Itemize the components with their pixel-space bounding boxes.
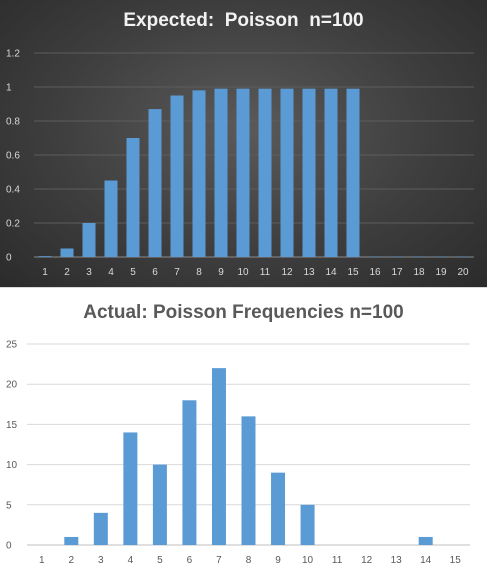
x-tick-label: 3: [98, 555, 104, 566]
bar: [390, 256, 404, 257]
x-tick-label: 8: [246, 555, 252, 566]
x-tick-label: 8: [196, 267, 202, 278]
bar: [324, 88, 338, 257]
x-tick-label: 15: [450, 555, 462, 566]
bar: [434, 256, 448, 257]
x-tick-label: 17: [391, 267, 403, 278]
actual-chart-title: Actual: Poisson Frequencies n=100: [83, 302, 404, 323]
bar: [170, 95, 184, 257]
bar: [271, 472, 286, 545]
bar: [60, 248, 74, 257]
x-tick-label: 16: [369, 267, 381, 278]
x-tick-label: 18: [413, 267, 425, 278]
x-tick-label: 4: [128, 555, 134, 566]
x-tick-label: 6: [187, 555, 193, 566]
bar: [412, 256, 426, 257]
y-tick-label: 25: [6, 340, 18, 351]
y-tick-label: 1.2: [6, 49, 20, 60]
bar: [456, 256, 470, 257]
x-tick-label: 11: [260, 267, 271, 278]
bar: [192, 90, 206, 258]
x-tick-label: 6: [152, 267, 158, 278]
expected-chart-panel: Expected: Poisson n=100 0 0.2 0.4 0.6 0.8 1 1.…: [0, 0, 487, 287]
y-tick-label: 5: [6, 500, 12, 511]
bar: [300, 504, 315, 545]
x-tick-label: 9: [275, 555, 281, 566]
bar: [211, 368, 226, 545]
x-tick-label: 7: [216, 555, 222, 566]
y-tick-label: 20: [6, 380, 18, 391]
x-tick-label: 5: [130, 267, 136, 278]
expected-chart-plot: 00.20.40.60.811.21 2 3 4 5 6 7 8 9 10 11 12 13 14 15 16…: [6, 49, 474, 278]
x-tick-label: 10: [237, 267, 249, 278]
x-tick-label: 14: [420, 555, 432, 566]
bar: [302, 88, 316, 257]
bar: [148, 109, 162, 257]
x-tick-label: 20: [457, 267, 469, 278]
y-tick-label: 10: [6, 460, 18, 471]
bar: [82, 223, 96, 257]
bar: [182, 400, 197, 545]
x-tick-label: 10: [302, 555, 314, 566]
bar: [152, 464, 167, 545]
bar: [214, 88, 228, 257]
y-tick-label: 0.2: [6, 219, 20, 230]
bar: [368, 256, 382, 257]
y-tick-label: 0: [6, 253, 12, 264]
bar: [280, 88, 294, 257]
x-tick-label: 2: [64, 267, 70, 278]
bar: [126, 138, 140, 257]
y-tick-label: 0.4: [6, 185, 20, 196]
y-tick-label: 1: [6, 83, 12, 94]
bar: [236, 88, 250, 257]
y-tick-label: 0: [6, 541, 12, 552]
x-tick-label: 2: [69, 555, 75, 566]
x-tick-label: 19: [435, 267, 447, 278]
x-tick-label: 12: [361, 555, 373, 566]
expected-chart-title: Expected: Poisson n=100: [123, 10, 364, 31]
x-tick-label: 4: [108, 267, 114, 278]
x-tick-label: 14: [325, 267, 337, 278]
x-tick-label: 11: [332, 555, 343, 566]
x-tick-label: 13: [391, 555, 403, 566]
bar: [258, 88, 272, 257]
x-tick-label: 1: [39, 555, 45, 566]
y-tick-label: 0.8: [6, 117, 20, 128]
y-tick-label: 15: [6, 420, 18, 431]
x-tick-label: 3: [86, 267, 92, 278]
x-tick-label: 13: [303, 267, 315, 278]
x-tick-label: 1: [42, 267, 48, 278]
x-tick-label: 7: [174, 267, 180, 278]
y-tick-label: 0.6: [6, 151, 20, 162]
bar: [123, 432, 138, 545]
x-tick-label: 15: [347, 267, 359, 278]
x-tick-label: 9: [218, 267, 224, 278]
bar: [104, 180, 118, 257]
x-tick-label: 12: [281, 267, 293, 278]
bar: [346, 88, 360, 257]
actual-chart-panel: Actual: Poisson Frequencies n=100 0 5 10 15…: [0, 287, 487, 578]
bar: [93, 512, 108, 545]
bar: [418, 536, 433, 545]
x-tick-label: 5: [157, 555, 163, 566]
bar: [241, 416, 256, 545]
bar: [38, 256, 52, 257]
bar: [64, 536, 79, 545]
